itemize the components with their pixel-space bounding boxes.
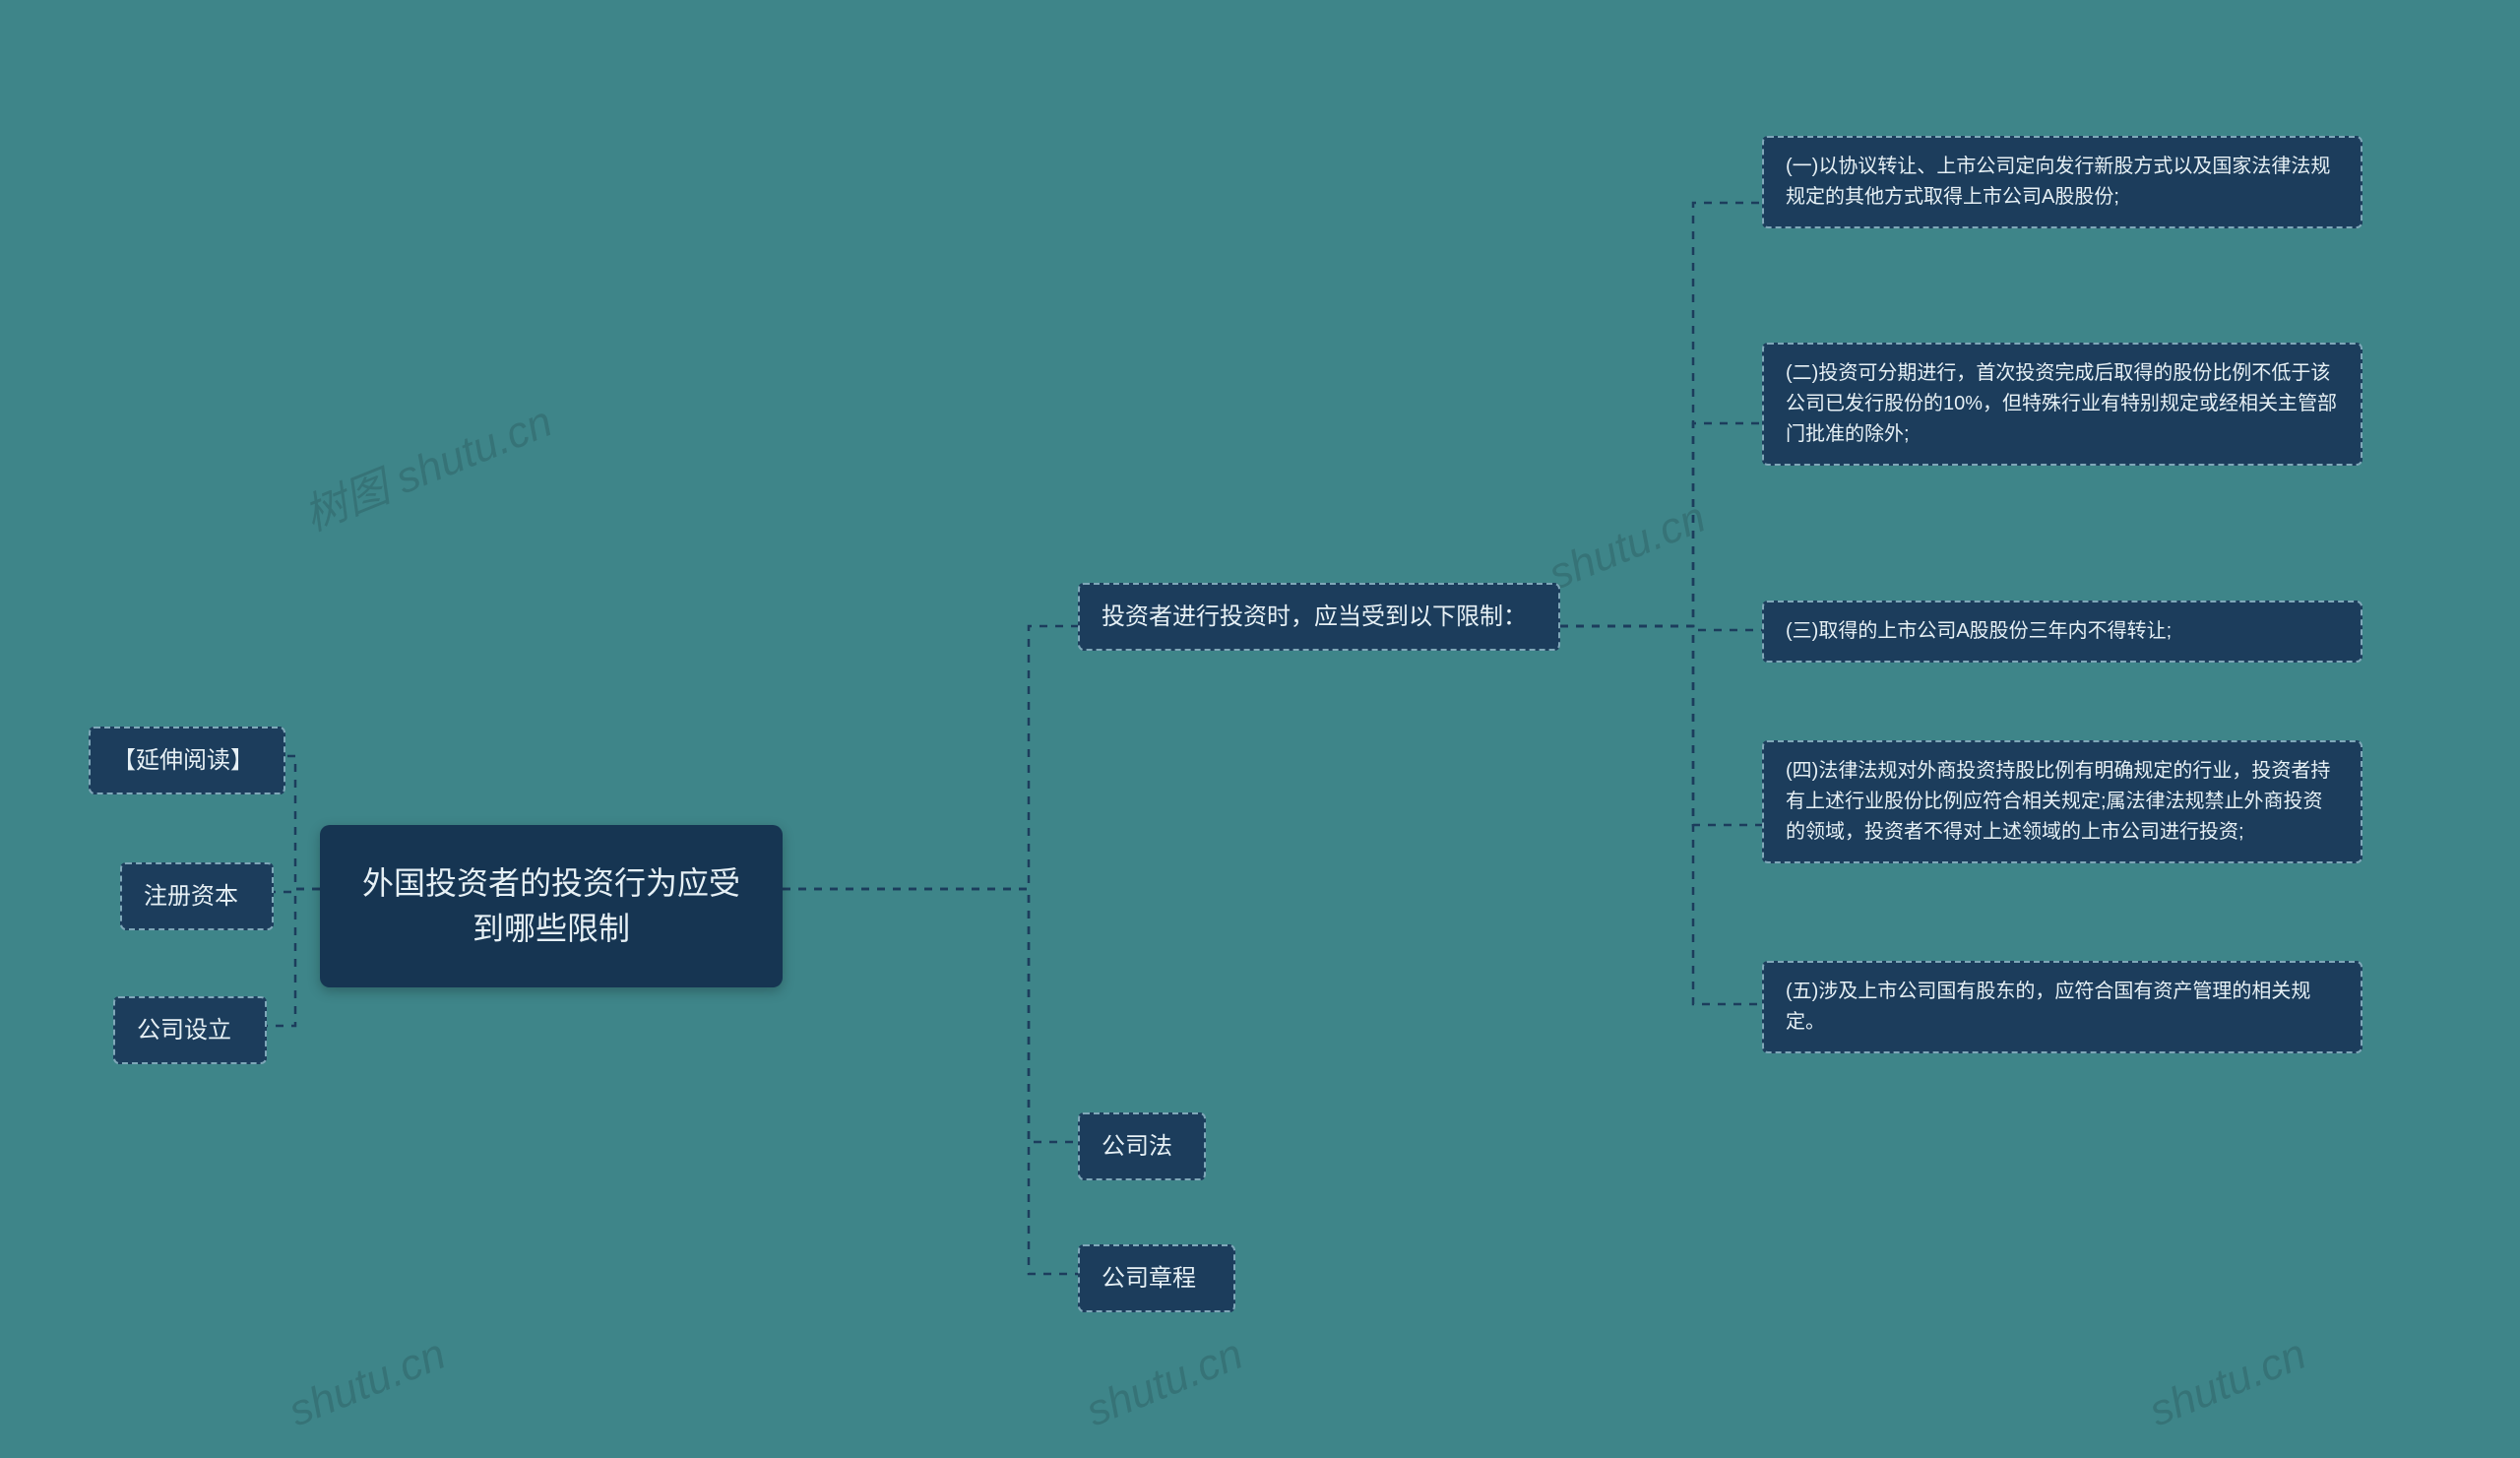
watermark: shutu.cn: [1543, 493, 1713, 601]
node-articles-of-association[interactable]: 公司章程: [1078, 1244, 1235, 1312]
node-label: 公司法: [1102, 1133, 1172, 1160]
node-company-setup[interactable]: 公司设立: [113, 996, 267, 1064]
node-company-law[interactable]: 公司法: [1078, 1112, 1206, 1180]
node-restriction-4[interactable]: (四)法律法规对外商投资持股比例有明确规定的行业，投资者持有上述行业股份比例应符…: [1762, 740, 2362, 863]
node-label: (五)涉及上市公司国有股东的，应符合国有资产管理的相关规定。: [1786, 981, 2310, 1033]
watermark: shutu.cn: [2143, 1330, 2313, 1437]
root-node-label: 外国投资者的投资行为应受到哪些限制: [362, 865, 740, 946]
node-label: (二)投资可分期进行，首次投资完成后取得的股份比例不低于该公司已发行股份的10%…: [1786, 362, 2337, 445]
node-label: 公司设立: [137, 1017, 231, 1044]
node-restriction-3[interactable]: (三)取得的上市公司A股股份三年内不得转让;: [1762, 601, 2362, 663]
node-label: 公司章程: [1102, 1265, 1196, 1292]
node-label: 注册资本: [144, 883, 238, 910]
root-node[interactable]: 外国投资者的投资行为应受到哪些限制: [320, 825, 783, 987]
watermark: shutu.cn: [283, 1330, 453, 1437]
node-restriction-2[interactable]: (二)投资可分期进行，首次投资完成后取得的股份比例不低于该公司已发行股份的10%…: [1762, 343, 2362, 466]
node-registered-capital[interactable]: 注册资本: [120, 862, 274, 930]
mindmap-canvas: 树图 shutu.cn shutu.cn shutu.cn shutu.cn s…: [0, 0, 2520, 1458]
node-extended-reading[interactable]: 【延伸阅读】: [89, 727, 285, 794]
node-restriction-5[interactable]: (五)涉及上市公司国有股东的，应符合国有资产管理的相关规定。: [1762, 961, 2362, 1053]
node-label: 投资者进行投资时，应当受到以下限制：: [1102, 603, 1527, 630]
watermark: shutu.cn: [1080, 1330, 1250, 1437]
node-label: (四)法律法规对外商投资持股比例有明确规定的行业，投资者持有上述行业股份比例应符…: [1786, 760, 2330, 843]
node-restrictions-heading[interactable]: 投资者进行投资时，应当受到以下限制：: [1078, 583, 1560, 651]
watermark: 树图 shutu.cn: [293, 386, 560, 542]
node-label: (三)取得的上市公司A股股份三年内不得转让;: [1786, 620, 2172, 642]
node-label: 【延伸阅读】: [112, 747, 254, 774]
node-restriction-1[interactable]: (一)以协议转让、上市公司定向发行新股方式以及国家法律法规规定的其他方式取得上市…: [1762, 136, 2362, 228]
node-label: (一)以协议转让、上市公司定向发行新股方式以及国家法律法规规定的其他方式取得上市…: [1786, 156, 2330, 208]
